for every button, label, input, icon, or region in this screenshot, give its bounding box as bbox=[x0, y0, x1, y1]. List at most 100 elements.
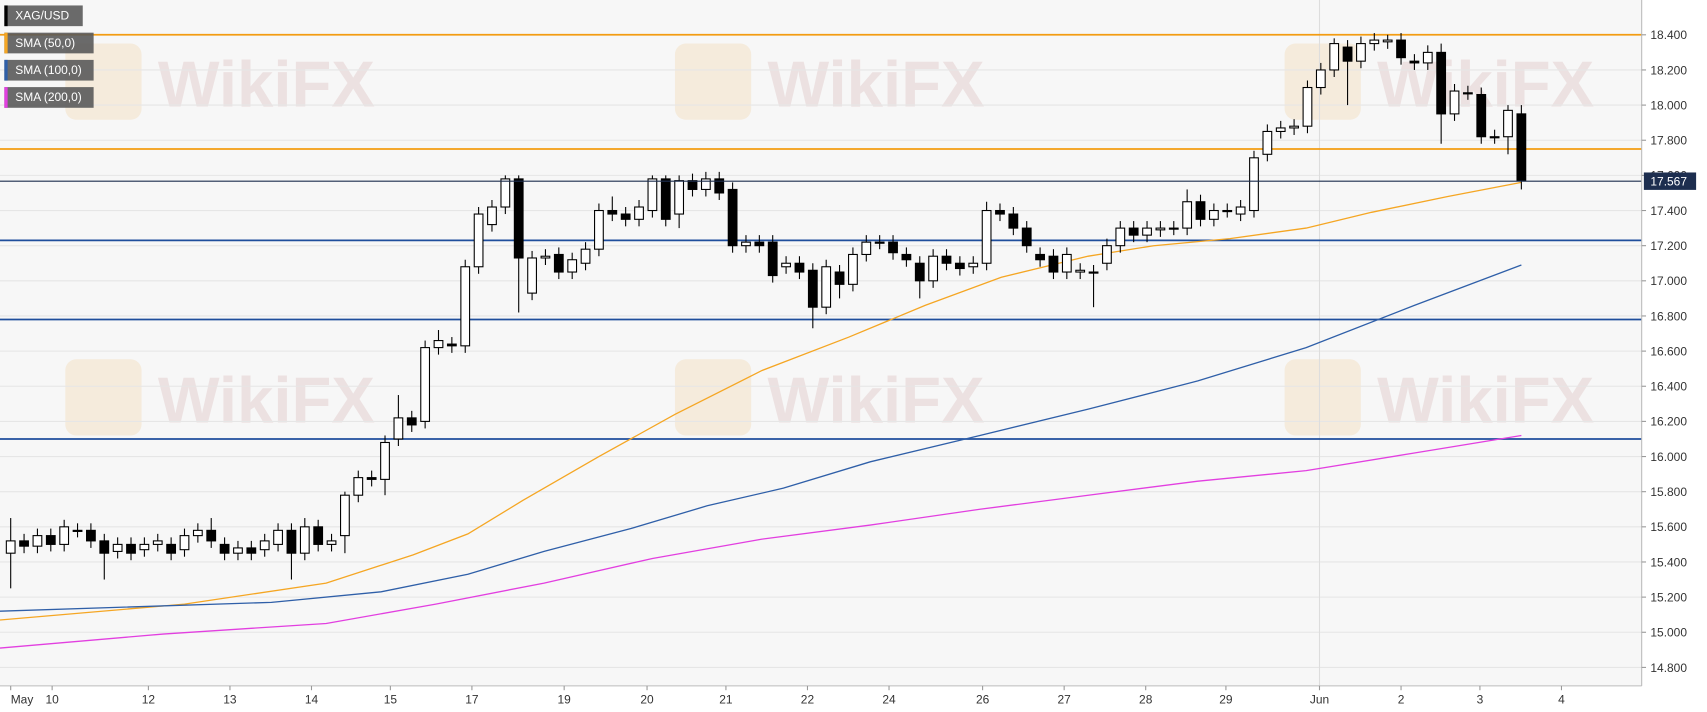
y-tick-label: 17.200 bbox=[1650, 239, 1687, 253]
candle-body bbox=[1075, 269, 1086, 273]
candle-body bbox=[166, 543, 177, 554]
candle-body bbox=[1208, 209, 1219, 220]
candle-body bbox=[1409, 60, 1420, 64]
candle-body bbox=[968, 262, 979, 268]
x-tick-label: 22 bbox=[801, 692, 815, 706]
y-tick-label: 15.600 bbox=[1650, 520, 1687, 534]
x-tick-label: 3 bbox=[1477, 692, 1484, 706]
candle-body bbox=[981, 209, 992, 264]
y-tick-label: 16.000 bbox=[1650, 450, 1687, 464]
candle-body bbox=[741, 241, 751, 247]
candle-body bbox=[714, 178, 725, 194]
x-tick-label: 27 bbox=[1057, 692, 1071, 706]
candle-body bbox=[1048, 255, 1059, 273]
x-tick-label: 26 bbox=[976, 692, 990, 706]
candle-body bbox=[420, 347, 431, 422]
candle-body bbox=[1462, 92, 1473, 95]
candle-body bbox=[660, 178, 671, 220]
watermark-text: WikiFX bbox=[158, 48, 375, 121]
candle-body bbox=[1262, 130, 1273, 155]
candle-body bbox=[273, 529, 283, 545]
legend-box bbox=[4, 5, 83, 27]
candle-body bbox=[1503, 109, 1513, 138]
x-tick-label: 2 bbox=[1398, 692, 1405, 706]
candle-body bbox=[567, 259, 578, 273]
candle-body bbox=[1436, 51, 1447, 115]
candle-body bbox=[1249, 157, 1259, 212]
legend-label: SMA (100,0) bbox=[15, 63, 82, 77]
candle-body bbox=[473, 213, 484, 268]
x-tick-label: 13 bbox=[223, 692, 237, 706]
candle-body bbox=[848, 253, 858, 285]
candle-body bbox=[1088, 271, 1099, 274]
x-tick-label: 19 bbox=[557, 692, 571, 706]
candle-body bbox=[1102, 245, 1112, 264]
watermark-logo bbox=[65, 359, 142, 436]
candle-body bbox=[687, 180, 698, 190]
candle-body bbox=[246, 547, 257, 554]
candle-body bbox=[1396, 39, 1406, 59]
candle-body bbox=[19, 540, 29, 547]
candle-body bbox=[380, 441, 390, 480]
x-tick-label: Jun bbox=[1310, 692, 1329, 706]
y-tick-label: 18.400 bbox=[1650, 28, 1687, 42]
candle-body bbox=[888, 241, 898, 254]
candle-body bbox=[580, 248, 591, 264]
candle-body bbox=[286, 529, 297, 554]
watermark-text: WikiFX bbox=[158, 363, 375, 436]
candle-body bbox=[727, 188, 738, 247]
legend-swatch bbox=[4, 59, 8, 81]
y-tick-label: 17.800 bbox=[1650, 134, 1687, 148]
candle-body bbox=[86, 529, 96, 542]
candle-body bbox=[152, 540, 163, 545]
candle-body bbox=[1155, 227, 1166, 231]
candle-body bbox=[794, 262, 805, 273]
candle-body bbox=[433, 340, 444, 349]
candle-body bbox=[513, 178, 524, 259]
candle-body bbox=[219, 543, 230, 554]
candle-body bbox=[1489, 136, 1500, 139]
candle-body bbox=[1168, 227, 1179, 230]
legend-label: XAG/USD bbox=[15, 9, 69, 23]
candle-body bbox=[1289, 125, 1299, 129]
y-tick-label: 15.400 bbox=[1650, 555, 1687, 569]
candle-body bbox=[1516, 113, 1527, 182]
candle-body bbox=[1422, 51, 1433, 64]
candle-body bbox=[59, 526, 70, 545]
y-tick-label: 15.800 bbox=[1650, 485, 1687, 499]
x-tick-label: 20 bbox=[640, 692, 654, 706]
candle-body bbox=[607, 209, 618, 215]
x-tick-label: 29 bbox=[1219, 692, 1233, 706]
y-tick-label: 17.000 bbox=[1650, 274, 1687, 288]
candle-body bbox=[1182, 201, 1193, 229]
candle-body bbox=[821, 266, 832, 308]
legend-label: SMA (200,0) bbox=[15, 90, 82, 104]
candle-body bbox=[192, 529, 203, 537]
candle-body bbox=[767, 241, 778, 277]
y-tick-label: 16.600 bbox=[1650, 344, 1687, 358]
last-price-box bbox=[1643, 172, 1697, 190]
sma-line bbox=[0, 264, 1522, 612]
x-tick-label: 15 bbox=[384, 692, 398, 706]
candle-body bbox=[259, 540, 270, 551]
candle-body bbox=[1035, 253, 1045, 261]
legend-swatch bbox=[4, 32, 8, 54]
candle-body bbox=[527, 257, 537, 294]
candle-body bbox=[1222, 209, 1233, 213]
x-tick-label: 4 bbox=[1558, 692, 1565, 706]
sma-line bbox=[0, 181, 1522, 621]
y-tick-label: 14.800 bbox=[1650, 661, 1687, 675]
x-tick-label: 17 bbox=[465, 692, 479, 706]
candle-body bbox=[1369, 39, 1380, 45]
watermark-text: WikiFX bbox=[767, 363, 984, 436]
candle-body bbox=[834, 271, 845, 285]
candle-body bbox=[139, 543, 150, 551]
candle-body bbox=[941, 255, 952, 264]
candle-body bbox=[995, 209, 1005, 215]
candle-body bbox=[446, 343, 457, 347]
candle-body bbox=[634, 206, 644, 220]
candle-body bbox=[406, 417, 417, 426]
watermark-logo bbox=[674, 43, 752, 120]
candle-body bbox=[861, 241, 872, 256]
